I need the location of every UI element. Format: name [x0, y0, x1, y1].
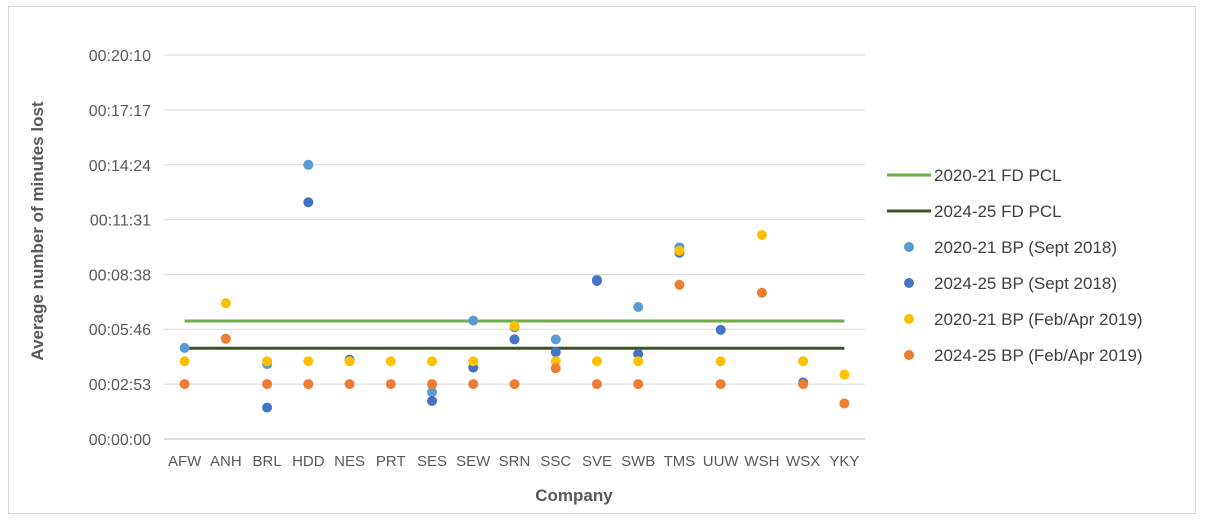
x-tick-label: PRT — [376, 453, 406, 470]
x-tick-label: ANH — [210, 453, 242, 470]
data-point — [633, 301, 644, 312]
data-point — [550, 363, 561, 374]
x-tick-label: BRL — [252, 453, 281, 470]
chart-frame: 00:00:00 00:02:53 00:05:46 00:08:38 00:11:31… — [8, 6, 1196, 514]
x-tick-label: SWB — [621, 453, 655, 470]
x-tick-label: NES — [334, 453, 365, 470]
data-point — [262, 356, 273, 367]
x-tick-label: WSH — [744, 453, 779, 470]
y-tick-label: 00:02:53 — [89, 377, 151, 394]
data-point — [468, 315, 479, 326]
data-point — [509, 334, 520, 345]
data-point — [798, 379, 809, 390]
y-tick-label: 00:17:17 — [89, 103, 151, 120]
data-point — [550, 334, 561, 345]
data-point — [179, 379, 190, 390]
y-tick-label: 00:11:31 — [90, 213, 151, 230]
x-axis-ticks: AFW ANH BRL HDD NES PRT SES SEW SRN SSC SVE SWB TMS U… — [168, 453, 859, 470]
legend-label: 2020-21 BP (Feb/Apr 2019) — [934, 310, 1143, 329]
data-point — [509, 321, 520, 332]
data-point — [303, 379, 314, 390]
data-point — [385, 356, 396, 367]
data-point — [715, 379, 726, 390]
data-point — [220, 333, 231, 344]
data-point — [468, 379, 479, 390]
data-point — [385, 379, 396, 390]
legend-label: 2024-25 FD PCL — [934, 202, 1062, 221]
x-tick-label: TMS — [664, 453, 696, 470]
data-point — [839, 369, 850, 380]
data-point — [262, 379, 273, 390]
y-tick-label: 00:00:00 — [89, 432, 151, 449]
data-point — [756, 229, 767, 240]
legend-swatch-dot — [904, 314, 914, 324]
data-point — [674, 245, 685, 256]
data-point — [427, 356, 438, 367]
x-tick-label: SEW — [456, 453, 491, 470]
x-tick-label: SRN — [499, 453, 531, 470]
y-tick-label: 00:20:10 — [89, 48, 151, 65]
data-point — [591, 356, 602, 367]
legend: 2020-21 FD PCL 2024-25 FD PCL 2020-21 BP (… — [887, 166, 1143, 365]
y-tick-label: 00:08:38 — [89, 268, 151, 285]
y-axis-title: Average number of minutes lost — [28, 101, 47, 360]
data-point — [344, 379, 355, 390]
legend-label: 2024-25 BP (Sept 2018) — [934, 274, 1117, 293]
data-point — [756, 287, 767, 298]
data-point — [220, 298, 231, 309]
scatter-chart: 00:00:00 00:02:53 00:05:46 00:08:38 00:11:31… — [28, 48, 1143, 505]
data-point — [344, 356, 355, 367]
x-tick-label: WSX — [786, 453, 820, 470]
x-tick-label: YKY — [829, 453, 859, 470]
legend-label: 2024-25 BP (Feb/Apr 2019) — [934, 346, 1143, 365]
data-point — [633, 379, 644, 390]
data-point — [798, 356, 809, 367]
legend-swatch-dot — [904, 350, 914, 360]
x-tick-label: SES — [417, 453, 447, 470]
data-point — [509, 379, 520, 390]
data-point — [427, 387, 438, 398]
legend-swatch-dot — [904, 242, 914, 252]
y-tick-label: 00:14:24 — [89, 158, 151, 175]
data-point — [633, 348, 644, 359]
x-tick-label: SSC — [540, 453, 571, 470]
data-point — [468, 356, 479, 367]
x-tick-label: SVE — [582, 453, 612, 470]
data-point — [550, 356, 561, 367]
x-tick-label: UUW — [703, 453, 740, 470]
data-point — [303, 197, 314, 208]
y-axis-ticks: 00:00:00 00:02:53 00:05:46 00:08:38 00:11:31… — [89, 48, 151, 449]
data-point — [839, 398, 850, 409]
data-point — [715, 356, 726, 367]
data-point — [179, 342, 190, 353]
x-axis-title: Company — [535, 486, 613, 505]
legend-label: 2020-21 FD PCL — [934, 166, 1062, 185]
reference-lines — [184, 319, 845, 350]
data-point — [715, 324, 726, 335]
data-point — [427, 379, 438, 390]
data-point — [262, 402, 273, 413]
data-point — [633, 356, 644, 367]
x-tick-label: AFW — [168, 453, 202, 470]
legend-swatch-dot — [904, 278, 914, 288]
data-point — [591, 379, 602, 390]
data-point — [303, 159, 314, 170]
data-point — [179, 356, 190, 367]
y-tick-label: 00:05:46 — [89, 322, 151, 339]
x-tick-label: HDD — [292, 453, 325, 470]
data-point — [303, 356, 314, 367]
data-point — [550, 347, 561, 358]
data-point — [674, 279, 685, 290]
legend-label: 2020-21 BP (Sept 2018) — [934, 238, 1117, 257]
data-point — [427, 395, 438, 406]
data-point — [591, 275, 602, 286]
data-points — [179, 159, 850, 413]
